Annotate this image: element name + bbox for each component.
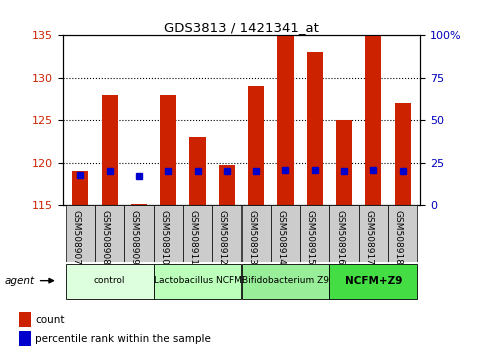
Text: Lactobacillus NCFM: Lactobacillus NCFM	[154, 276, 242, 285]
Bar	[154, 264, 242, 299]
Text: GSM508915: GSM508915	[306, 210, 315, 265]
Bar	[395, 103, 411, 205]
Bar	[248, 86, 264, 205]
Bar	[19, 331, 30, 346]
Text: GSM508913: GSM508913	[247, 210, 256, 265]
Bar	[154, 205, 183, 262]
Text: GSM508914: GSM508914	[276, 210, 285, 265]
Text: GSM508909: GSM508909	[130, 210, 139, 265]
Bar	[219, 165, 235, 205]
Bar	[72, 171, 88, 205]
Bar	[365, 35, 382, 205]
Text: agent: agent	[5, 276, 35, 286]
Bar	[271, 205, 300, 262]
Bar	[388, 205, 417, 262]
Bar	[242, 205, 271, 262]
Bar	[101, 95, 118, 205]
Bar	[336, 120, 352, 205]
Bar	[329, 205, 359, 262]
Text: GSM508908: GSM508908	[100, 210, 110, 265]
Bar	[66, 264, 154, 299]
Text: NCFM+Z9: NCFM+Z9	[345, 276, 402, 286]
Text: GSM508911: GSM508911	[188, 210, 198, 265]
Bar	[242, 264, 329, 299]
Text: GSM508910: GSM508910	[159, 210, 168, 265]
Text: GSM508907: GSM508907	[71, 210, 80, 265]
Bar	[160, 95, 176, 205]
Text: GSM508918: GSM508918	[394, 210, 403, 265]
Bar	[359, 205, 388, 262]
Bar	[19, 312, 30, 327]
Bar	[300, 205, 329, 262]
Bar	[189, 137, 206, 205]
Bar	[95, 205, 124, 262]
Bar	[66, 205, 95, 262]
Bar	[131, 204, 147, 205]
Text: GSM508916: GSM508916	[335, 210, 344, 265]
Title: GDS3813 / 1421341_at: GDS3813 / 1421341_at	[164, 21, 319, 34]
Bar	[307, 52, 323, 205]
Text: percentile rank within the sample: percentile rank within the sample	[35, 334, 211, 344]
Text: control: control	[94, 276, 126, 285]
Text: count: count	[35, 315, 65, 325]
Bar	[124, 205, 154, 262]
Text: Bifidobacterium Z9: Bifidobacterium Z9	[242, 276, 329, 285]
Text: GSM508912: GSM508912	[218, 210, 227, 265]
Bar	[329, 264, 417, 299]
Bar	[183, 205, 212, 262]
Bar	[212, 205, 242, 262]
Text: GSM508917: GSM508917	[364, 210, 373, 265]
Bar	[277, 35, 294, 205]
